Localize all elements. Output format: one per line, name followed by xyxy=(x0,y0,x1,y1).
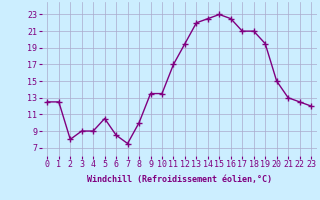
X-axis label: Windchill (Refroidissement éolien,°C): Windchill (Refroidissement éolien,°C) xyxy=(87,175,272,184)
